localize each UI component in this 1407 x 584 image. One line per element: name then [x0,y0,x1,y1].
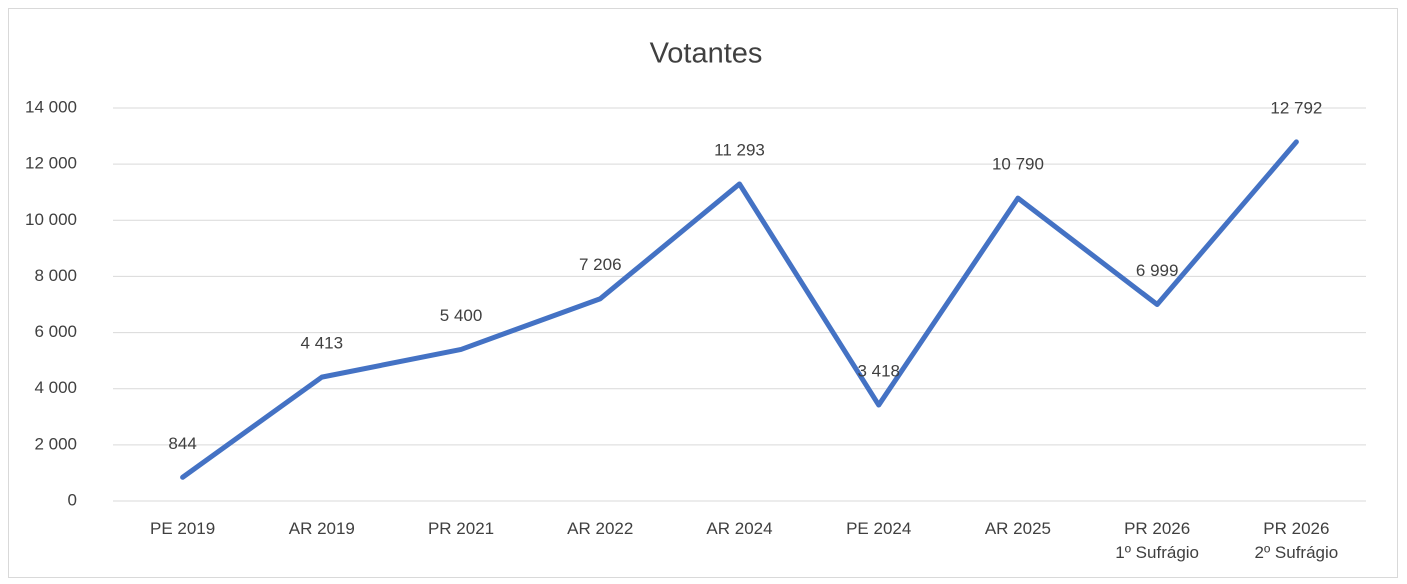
data-label: 844 [168,434,196,453]
y-tick-label: 12 000 [25,154,77,173]
data-label: 10 790 [992,155,1044,174]
y-tick-label: 4 000 [34,378,77,397]
data-label: 12 792 [1270,98,1322,117]
data-label: 4 413 [301,334,344,353]
data-label: 11 293 [714,140,765,159]
x-tick-label: PR 2026 2º Sufrágio [1254,519,1339,562]
x-tick-label: PR 2021 [427,519,495,538]
chart-border [8,8,1398,578]
x-tick-label: PE 2019 [149,519,216,538]
x-tick-label: PE 2024 [846,519,912,538]
x-tick-label: AR 2022 [567,519,634,538]
data-label: 3 418 [857,362,900,381]
line [180,139,1299,480]
chart-title: Votantes [650,38,763,70]
x-tick-label: PR 2026 1º Sufrágio [1115,519,1200,562]
y-tick-label: 10 000 [25,210,77,229]
y-tick-label: 0 [68,490,77,509]
y-tick-label: 14 000 [25,97,77,116]
x-tick-label: AR 2025 [984,519,1052,538]
y-tick-label: 8 000 [34,266,77,285]
data-label: 6 999 [1136,261,1179,280]
data-label: 7 206 [579,255,622,274]
y-tick-label: 6 000 [34,322,77,341]
y-tick-label: 2 000 [34,434,77,453]
data-label: 5 400 [440,306,483,325]
x-tick-label: AR 2019 [288,519,355,538]
x-tick-label: AR 2024 [706,519,773,538]
